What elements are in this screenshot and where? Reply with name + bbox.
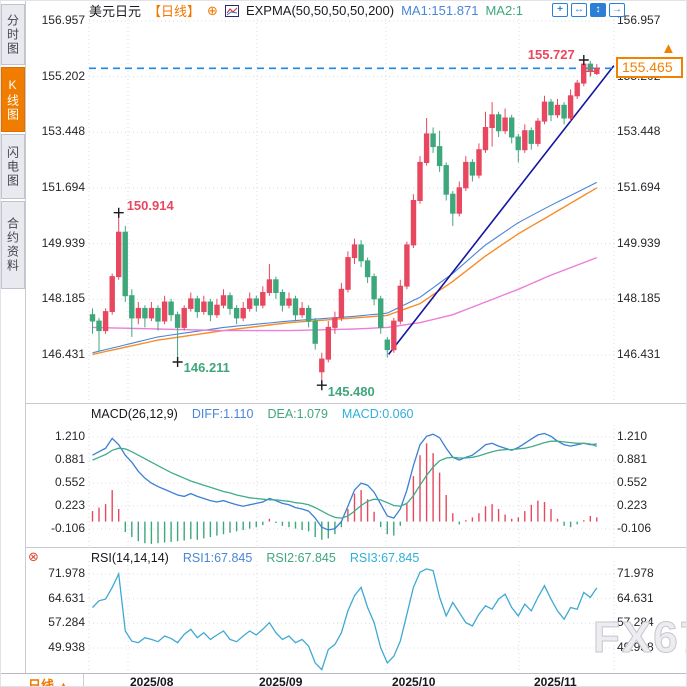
axis-tick-label: 151.694 [617, 179, 661, 194]
axis-tick-label: -0.106 [617, 520, 652, 535]
watermark: FX678 [593, 613, 686, 663]
divider [83, 674, 84, 686]
expma-pink-line [92, 256, 598, 332]
ma2-value: MA2:1 [485, 3, 524, 18]
sidebar: 分时图 K线图 闪电图 合约资料 [1, 1, 26, 686]
axis-tick-label: 71.978 [617, 566, 654, 580]
axis-tick-label: 156.957 [617, 13, 661, 27]
bottom-bar: 日线 ▲ 2025/08 2025/09 2025/10 2025/11 [1, 673, 686, 687]
chart-header: 美元日元 【日线】 ⊕ EXPMA(50,50,50,50,200) MA1:1… [89, 2, 524, 20]
axis-tick-label: 49.938 [617, 639, 654, 654]
price-marker-icon: ▲ [661, 40, 676, 58]
macd-macd-value: MACD:0.060 [341, 407, 414, 421]
axis-tick-label: 64.631 [617, 590, 654, 605]
macd-dea-value: DEA:1.079 [267, 407, 328, 421]
x-axis-label: 2025/08 [130, 675, 174, 687]
price-annotation-high: 155.727 [527, 47, 575, 63]
axis-tick-label: 0.552 [54, 474, 85, 489]
indicator-label: EXPMA(50,50,50,50,200) [245, 3, 395, 18]
axis-tick-label: 57.284 [48, 615, 85, 630]
x-axis-label: 2025/09 [259, 675, 303, 687]
axis-tick-label: 153.448 [41, 124, 85, 139]
macd-header: MACD(26,12,9) DIFF:1.110 DEA:1.079 MACD:… [91, 407, 413, 421]
extreme-cross-marker [316, 380, 327, 391]
horizontal-scale-tool-icon[interactable]: ↔ [571, 3, 587, 17]
price-annotation-low: 146.211 [183, 359, 230, 375]
axis-tick-label: 149.939 [41, 235, 85, 250]
price-annotation-high: 150.914 [126, 197, 174, 213]
price-annotation-low: 145.480 [327, 384, 375, 400]
axis-tick-label: 64.631 [48, 590, 85, 605]
sidebar-tab-lightning-chart[interactable]: 闪电图 [1, 134, 25, 199]
panel-separator [26, 547, 686, 548]
axis-tick-label: 0.223 [54, 497, 85, 512]
axis-tick-label: 155.202 [41, 68, 85, 83]
rsi-title: RSI(14,14,14) [91, 551, 169, 565]
rsi3-value: RSI3:67.845 [349, 551, 420, 565]
indicator-settings-icon[interactable]: ⊗ [28, 549, 39, 564]
macd-title: MACD(26,12,9) [91, 407, 178, 421]
axis-tick-label: 148.185 [617, 291, 661, 306]
latest-price-cross-marker [586, 66, 595, 76]
period-label: 日线 [28, 678, 55, 687]
chevron-up-icon: ▲ [59, 679, 68, 687]
axis-tick-label: 148.185 [41, 291, 85, 306]
axis-tick-label: 0.223 [617, 497, 648, 512]
trendline [387, 65, 615, 355]
exit-tool-icon[interactable]: → [609, 3, 625, 17]
panel-separator [26, 403, 686, 404]
macd-diff-value: DIFF:1.110 [191, 407, 254, 421]
macd-dea-line [92, 440, 598, 519]
axis-tick-label: 149.939 [617, 235, 661, 250]
axis-tick-label: 71.978 [48, 566, 85, 580]
axis-tick-label: -0.106 [50, 520, 85, 535]
current-price-value: 155.465 [622, 59, 673, 76]
rsi-line [92, 568, 598, 671]
rsi2-value: RSI2:67.845 [266, 551, 336, 565]
sidebar-tab-kline-chart[interactable]: K线图 [1, 67, 25, 132]
extreme-cross-marker [578, 55, 589, 65]
add-indicator-icon[interactable]: ⊕ [207, 2, 218, 18]
axis-tick-label: 146.431 [617, 346, 661, 361]
axis-tick-label: 0.881 [54, 451, 85, 466]
period-dropdown-button[interactable]: 日线 ▲ [28, 675, 68, 687]
chart-toolbar: + ↔ ↕ → [552, 3, 625, 17]
axis-tick-label: 1.210 [617, 429, 648, 443]
axis-tick-label: 0.552 [617, 474, 648, 489]
rsi1-value: RSI1:67.845 [182, 551, 253, 565]
period-tag: 【日线】 [148, 4, 201, 19]
ma1-value: MA1:151.871 [401, 3, 479, 18]
sidebar-tab-contract-info[interactable]: 合约资料 [1, 201, 25, 289]
expma-blue-line [92, 181, 598, 354]
axis-tick-label: 0.881 [617, 451, 648, 466]
axis-tick-label: 146.431 [41, 346, 85, 361]
crosshair-tool-icon[interactable]: + [552, 3, 568, 17]
x-axis-label: 2025/10 [392, 675, 436, 687]
current-price-box: 155.465 [616, 57, 683, 79]
axis-tick-label: 156.957 [41, 13, 85, 27]
vertical-scale-tool-icon[interactable]: ↕ [590, 3, 606, 17]
axis-tick-label: 57.284 [617, 615, 654, 630]
axis-tick-label: 153.448 [617, 124, 661, 139]
sidebar-tab-timeshare-chart[interactable]: 分时图 [1, 4, 25, 65]
axis-tick-label: 151.694 [41, 179, 85, 194]
axis-tick-label: 49.938 [48, 639, 85, 654]
rsi-header: RSI(14,14,14) RSI1:67.845 RSI2:67.845 RS… [91, 551, 419, 565]
x-axis-label: 2025/11 [534, 675, 577, 687]
axis-tick-label: 1.210 [54, 429, 85, 443]
symbol-title: 美元日元 [89, 4, 142, 19]
extreme-cross-marker [172, 357, 183, 367]
expma-orange-line [92, 187, 598, 356]
indicator-chart-icon [224, 4, 239, 17]
extreme-cross-marker [113, 207, 124, 218]
